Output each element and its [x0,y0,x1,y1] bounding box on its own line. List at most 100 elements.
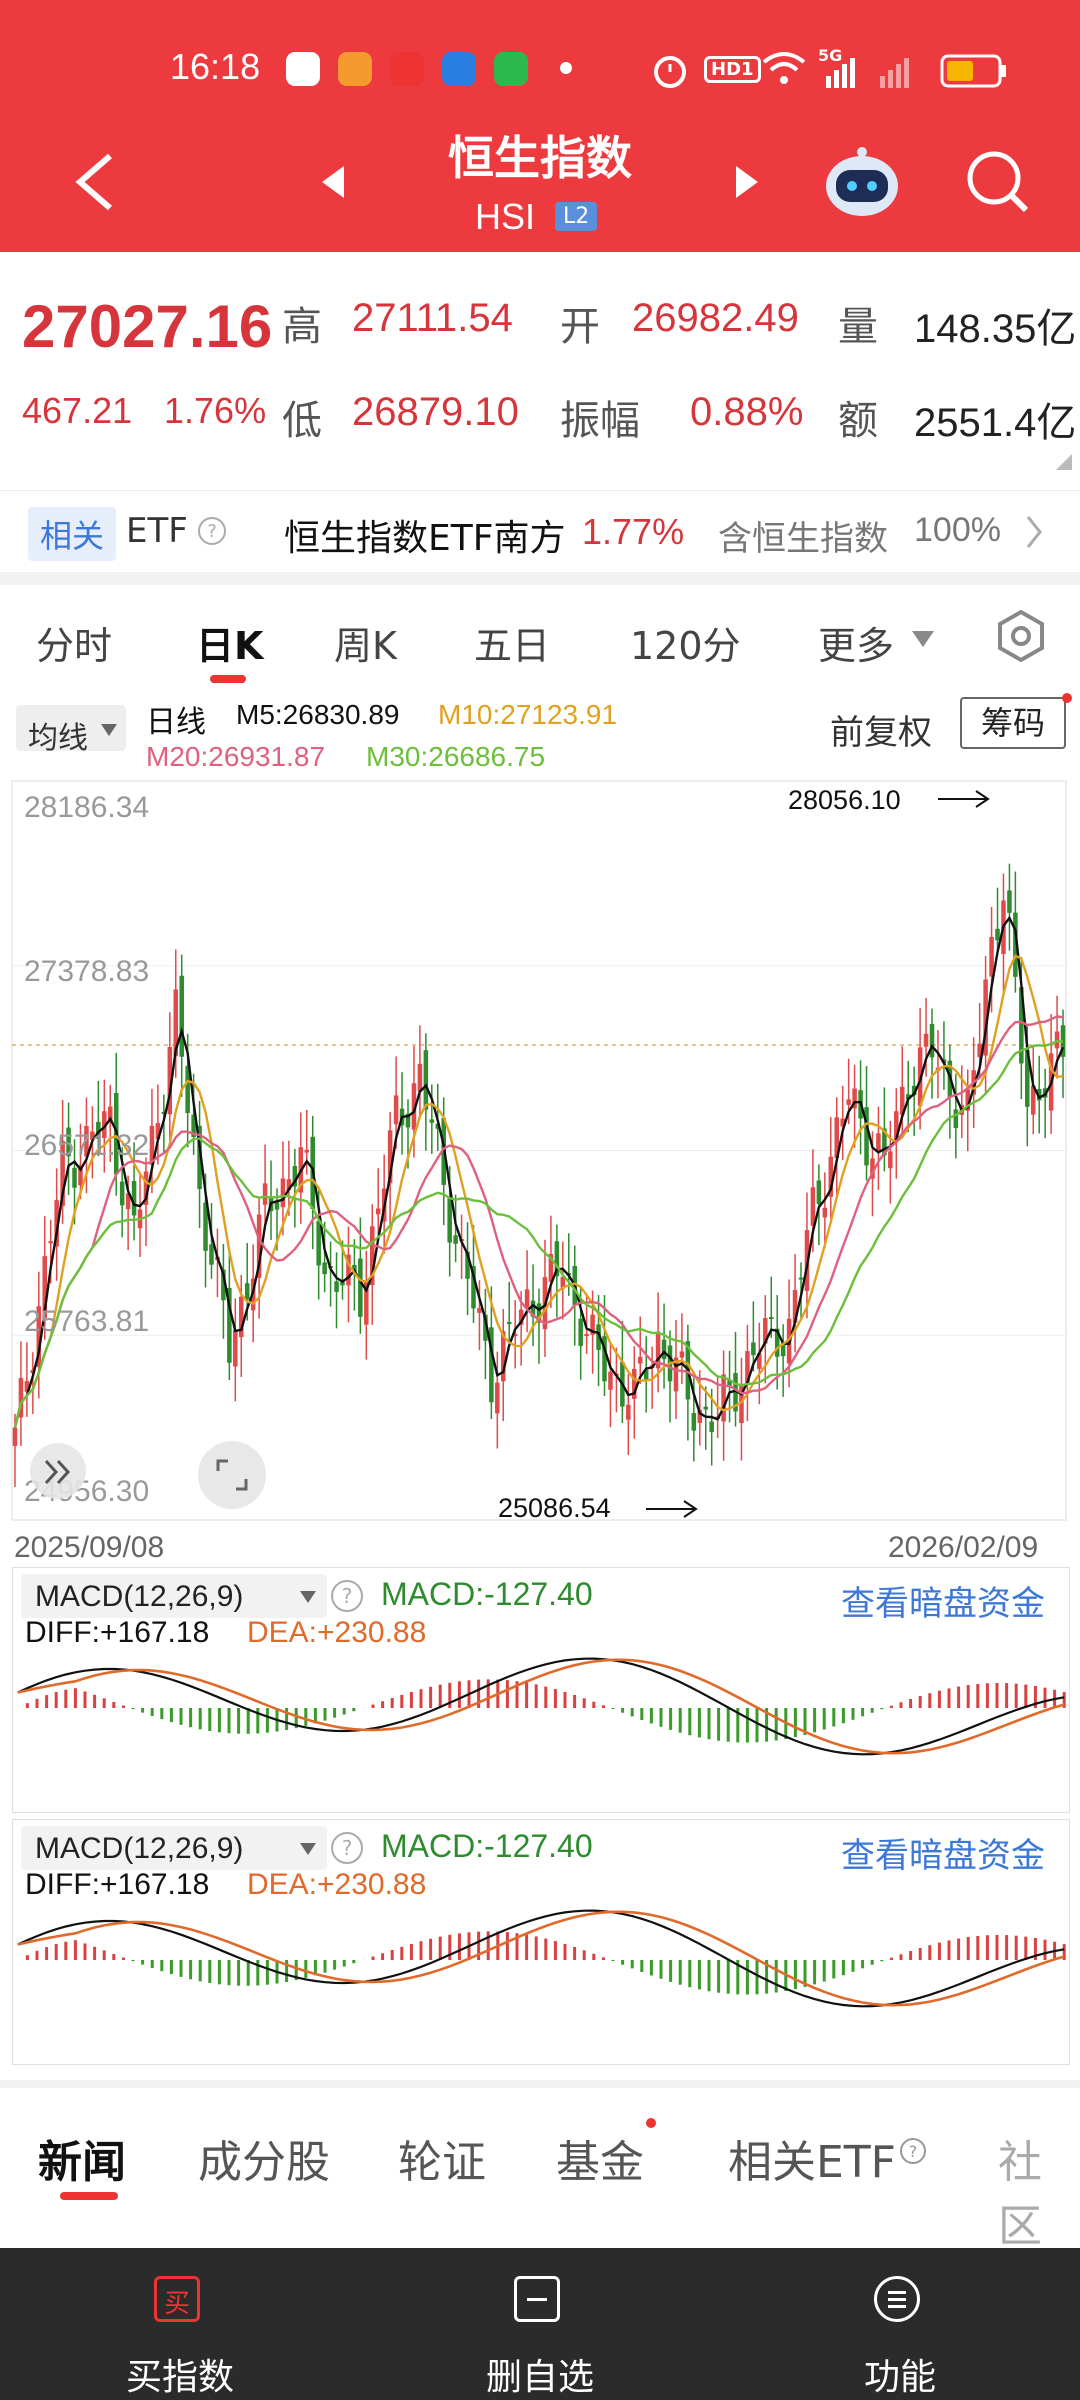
candle-body [185,1065,190,1114]
candle-body [894,1111,899,1140]
candle-body [584,1334,589,1337]
candle-body [18,1378,24,1418]
min-price-label: 25086.54 [498,1493,611,1523]
candle-body [54,1200,59,1247]
macd-panel[interactable]: MACD(12,26,9) ? MACD:-127.40 查看暗盘资金 DIFF… [12,1567,1070,1813]
related-etf-bar[interactable]: 相关 ETF ? 恒生指数ETF南方 1.77% 含恒生指数 100% [0,490,1080,571]
help-icon[interactable]: ? [329,1830,365,1866]
dark-pool-link[interactable]: 查看暗盘资金 [841,1836,1045,1876]
candle-body [578,1318,583,1346]
tab-daily-k[interactable]: 日K [196,624,264,668]
settings-icon[interactable] [994,609,1048,663]
buy-index-button[interactable]: 买 买指数 [0,2248,360,2400]
double-chevron-icon [44,1459,71,1485]
candle-body [90,1131,95,1140]
etf-name[interactable]: 恒生指数ETF南方 [284,518,566,559]
tab-constituents[interactable]: 成分股 [198,2137,330,2188]
ma10-value: M10:27123.91 [438,699,618,730]
remove-watchlist-button[interactable]: 删自选 [360,2248,720,2400]
expand-corner-icon[interactable] [1054,452,1074,472]
candle-body [262,1183,268,1205]
previous-stock-icon[interactable] [318,164,348,200]
function-button[interactable]: 功能 [720,2248,1080,2400]
chevron-down-icon [101,724,117,736]
candle-body [60,1140,65,1207]
candle-body [411,1083,417,1130]
tab-community[interactable]: 社区 [998,2137,1042,2252]
candle-body [774,1328,780,1357]
tab-news[interactable]: 新闻 [38,2137,126,2188]
help-icon[interactable]: ? [329,1578,365,1614]
stock-code: HSI [475,196,536,237]
help-icon[interactable]: ? [196,515,228,547]
candle-body [840,1118,845,1127]
indicator-select-label: 均线 [28,721,88,756]
candle-body [346,1254,351,1286]
y-label: 28186.34 [24,791,150,824]
candle-body [655,1331,661,1369]
candle-body [768,1317,774,1320]
candle-body [131,1180,137,1216]
macd-panel[interactable]: MACD(12,26,9) ? MACD:-127.40 查看暗盘资金 DIFF… [12,1819,1070,2065]
candle-body [42,1256,48,1319]
candle-body [548,1253,554,1282]
search-icon[interactable] [964,148,1030,214]
chip-button[interactable]: 筹码 [960,697,1066,749]
candle-body [48,1241,53,1244]
app-notification-icon [494,52,528,86]
indicator-select[interactable]: 均线 [16,705,126,756]
ma5-line [13,915,1065,1428]
tab-funds[interactable]: 基金 [556,2137,644,2188]
kline-chart[interactable] [0,685,1080,1565]
candle-body [870,1158,875,1179]
candle-body [173,989,179,1057]
function-label: 功能 [863,2357,936,2398]
tab-more[interactable]: 更多 [818,624,895,668]
next-stock-icon[interactable] [732,164,762,200]
info-tabs: 新闻 成分股 轮证 基金 相关ETF ? 社区 [0,2080,1080,2252]
network-type: 5G [818,46,843,65]
candle-body [387,1130,393,1184]
candle-body [340,1281,345,1286]
diff-value: DIFF:+167.18 [25,1868,210,1901]
tab-120min[interactable]: 120分 [630,624,741,668]
candle-body [757,1353,762,1369]
macd-select-label: MACD(12,26,9) [35,1580,244,1613]
macd-chart [17,1909,1066,2008]
macd-chart [17,1657,1066,1756]
candle-body [518,1309,524,1325]
tab-weekly-k[interactable]: 周K [334,624,397,668]
candle-body [983,979,988,1056]
candle-body [256,1214,262,1278]
candle-body [810,1187,816,1226]
tab-five-day[interactable]: 五日 [474,624,551,668]
candle-body [155,1123,161,1140]
candle-body [816,1180,822,1205]
candle-body [1013,912,1018,977]
tab-related-etf[interactable]: 相关ETF [728,2137,896,2188]
candle-body [471,1266,476,1309]
dea-value: DEA:+230.88 [247,1868,427,1901]
dark-pool-link[interactable]: 查看暗盘资金 [841,1584,1045,1624]
candle-body [989,936,994,977]
more-dropdown-icon[interactable] [910,629,936,649]
expand-sidebar-button[interactable] [30,1443,86,1499]
help-icon[interactable]: ? [898,2136,928,2166]
fullscreen-button[interactable] [198,1441,266,1509]
macd-select[interactable]: MACD(12,26,9) [21,1574,327,1618]
fullscreen-icon [216,1459,248,1491]
candle-body [691,1413,697,1431]
adjust-mode[interactable]: 前复权 [830,713,932,753]
candle-body [149,1125,155,1165]
candle-body [429,1119,435,1123]
volume-value: 148.35亿 [914,307,1077,351]
candle-body [852,1088,857,1109]
chevron-right-icon[interactable] [1024,515,1044,549]
tab-warrants[interactable]: 轮证 [398,2137,486,2188]
candle-body [560,1276,566,1289]
back-icon[interactable] [72,150,116,214]
robot-assistant-icon[interactable] [822,140,902,220]
tab-intraday[interactable]: 分时 [36,624,113,668]
macd-select[interactable]: MACD(12,26,9) [21,1826,327,1870]
candle-body [483,1314,488,1341]
